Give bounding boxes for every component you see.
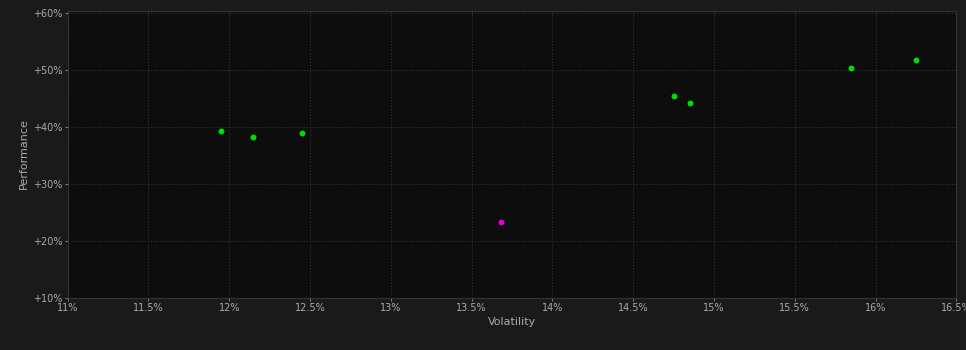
Point — [666, 93, 681, 99]
Point — [682, 100, 697, 105]
Point — [245, 134, 261, 139]
Point — [295, 130, 310, 135]
Y-axis label: Performance: Performance — [18, 119, 28, 189]
Point — [908, 57, 923, 63]
Point — [843, 66, 859, 71]
Point — [493, 219, 508, 225]
Point — [213, 128, 229, 134]
X-axis label: Volatility: Volatility — [488, 317, 536, 327]
